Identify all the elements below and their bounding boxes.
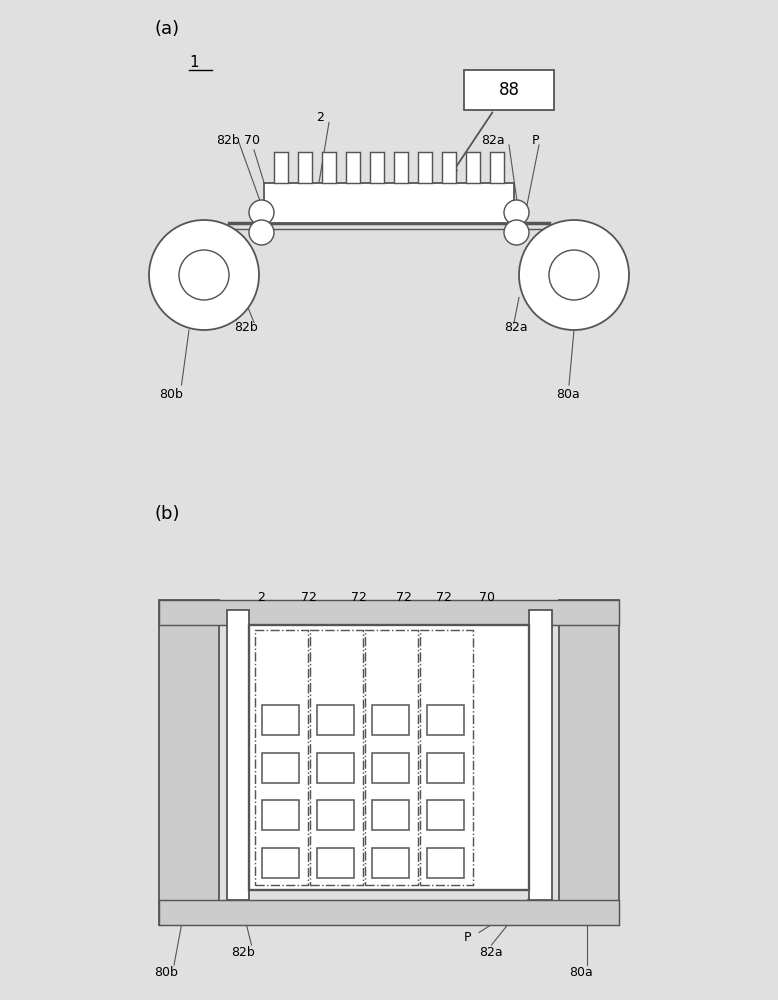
Text: 72: 72 bbox=[396, 591, 412, 604]
Bar bbox=[372, 800, 409, 830]
Text: 72: 72 bbox=[351, 591, 367, 604]
Text: 1: 1 bbox=[189, 55, 198, 70]
Bar bbox=[317, 753, 354, 782]
Bar bbox=[322, 151, 336, 182]
Text: 82a: 82a bbox=[482, 133, 505, 146]
Text: 80a: 80a bbox=[569, 966, 593, 979]
Bar bbox=[418, 151, 432, 182]
Text: 80a: 80a bbox=[556, 388, 580, 401]
Text: 2: 2 bbox=[258, 591, 265, 604]
Text: 82b: 82b bbox=[232, 946, 255, 959]
Text: (b): (b) bbox=[154, 505, 180, 523]
Bar bbox=[346, 151, 360, 182]
Circle shape bbox=[149, 220, 259, 330]
Text: P: P bbox=[464, 931, 471, 944]
Text: 70: 70 bbox=[244, 133, 260, 146]
Bar bbox=[490, 151, 504, 182]
Bar bbox=[426, 753, 464, 782]
Bar bbox=[426, 847, 464, 878]
Bar bbox=[255, 630, 307, 885]
Text: P: P bbox=[531, 133, 539, 146]
Text: 80b: 80b bbox=[154, 966, 178, 979]
Bar bbox=[274, 151, 288, 182]
Bar bbox=[426, 800, 464, 830]
Bar bbox=[264, 182, 514, 223]
Bar bbox=[466, 151, 480, 182]
Bar bbox=[420, 630, 472, 885]
Bar bbox=[317, 705, 354, 735]
Circle shape bbox=[249, 220, 274, 245]
Bar bbox=[298, 151, 312, 182]
Bar bbox=[317, 800, 354, 830]
Text: 82b: 82b bbox=[216, 133, 240, 146]
Bar bbox=[464, 70, 554, 110]
Bar bbox=[442, 151, 456, 182]
Bar bbox=[559, 600, 619, 925]
Bar bbox=[365, 630, 418, 885]
Bar bbox=[372, 705, 409, 735]
Bar bbox=[159, 600, 219, 925]
Text: 72: 72 bbox=[436, 591, 452, 604]
Bar bbox=[372, 753, 409, 782]
Text: (a): (a) bbox=[154, 20, 179, 38]
Bar bbox=[261, 753, 299, 782]
Bar bbox=[426, 705, 464, 735]
Circle shape bbox=[179, 250, 229, 300]
Circle shape bbox=[504, 220, 529, 245]
Circle shape bbox=[249, 200, 274, 225]
Bar bbox=[317, 847, 354, 878]
Circle shape bbox=[519, 220, 629, 330]
Bar bbox=[370, 151, 384, 182]
Text: 2: 2 bbox=[317, 111, 324, 124]
Bar bbox=[529, 610, 552, 900]
Bar bbox=[159, 900, 619, 925]
Text: 88: 88 bbox=[499, 81, 520, 99]
Circle shape bbox=[549, 250, 599, 300]
Bar bbox=[310, 630, 363, 885]
Bar bbox=[394, 151, 408, 182]
Bar bbox=[261, 800, 299, 830]
Circle shape bbox=[504, 200, 529, 225]
Bar bbox=[159, 600, 619, 625]
Bar bbox=[261, 847, 299, 878]
Text: 70: 70 bbox=[479, 591, 495, 604]
Bar bbox=[261, 705, 299, 735]
Text: 82a: 82a bbox=[504, 321, 527, 334]
Bar bbox=[249, 625, 529, 890]
Text: 82b: 82b bbox=[234, 321, 258, 334]
Text: 82a: 82a bbox=[479, 946, 503, 959]
Text: 80b: 80b bbox=[159, 388, 183, 401]
Text: 72: 72 bbox=[301, 591, 317, 604]
Bar bbox=[226, 610, 249, 900]
Bar bbox=[372, 847, 409, 878]
